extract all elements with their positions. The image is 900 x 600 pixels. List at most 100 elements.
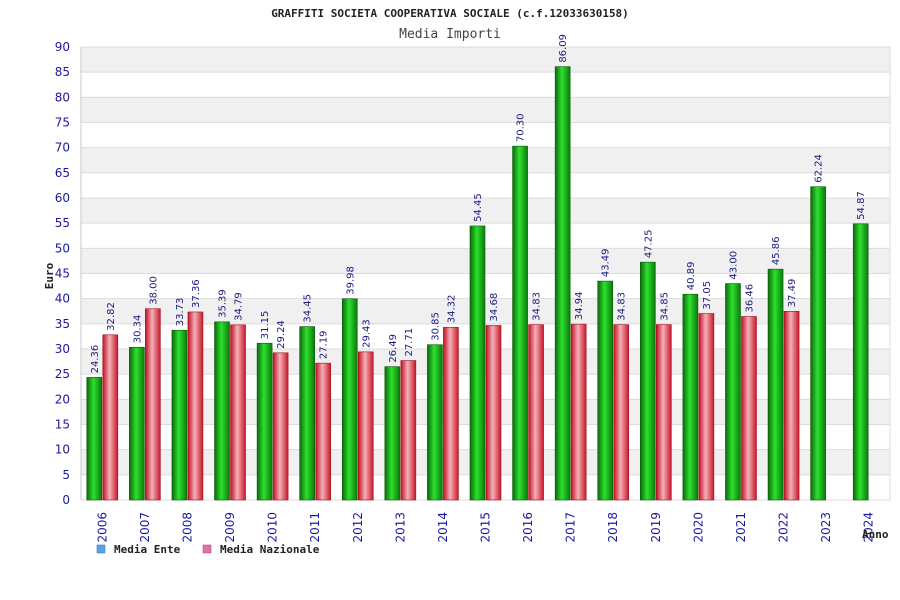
y-axis-label: Euro <box>43 262 56 289</box>
x-tick-label-2008: 2008 <box>180 512 194 543</box>
x-tick-label-2017: 2017 <box>564 512 578 543</box>
value-label-media-nazionale-2006: 32.82 <box>106 302 117 331</box>
y-tick-label: 10 <box>55 443 70 457</box>
value-label-media-ente-2011: 34.45 <box>303 294 314 323</box>
bar-media-nazionale-2015 <box>485 325 502 501</box>
bar-media-ente-2012 <box>341 298 358 501</box>
bar-media-ente-2021 <box>725 283 741 501</box>
bar-media-nazionale-2013 <box>400 360 417 501</box>
value-label-media-ente-2017: 86.09 <box>558 34 569 63</box>
value-label-media-ente-2018: 43.49 <box>601 248 612 277</box>
bar-media-ente-2006 <box>86 377 103 501</box>
bar-media-nazionale-2017 <box>570 323 587 501</box>
bar-media-ente-2013 <box>384 366 401 501</box>
bar-media-ente-2014 <box>427 344 443 501</box>
value-labels: 24.36 32.82 30.34 38.00 33.73 37.36 35.39 34.79… <box>90 34 867 373</box>
legend-label-media-nazionale: Media Nazionale <box>220 543 320 556</box>
value-label-media-nazionale-2017: 34.94 <box>574 291 585 320</box>
value-label-media-ente-2008: 33.73 <box>175 298 186 327</box>
value-label-media-nazionale-2014: 34.32 <box>446 295 457 324</box>
legend-swatch-media-nazionale <box>202 544 212 554</box>
value-label-media-ente-2007: 30.34 <box>132 315 143 344</box>
x-tick-label-2022: 2022 <box>777 512 791 543</box>
y-tick-label: 35 <box>55 317 70 331</box>
value-label-media-ente-2023: 62.24 <box>814 154 825 183</box>
chart-subtitle: Media Importi <box>399 27 501 42</box>
y-tick-label: 80 <box>55 90 70 104</box>
value-label-media-ente-2022: 45.86 <box>771 237 782 266</box>
x-tick-label-2007: 2007 <box>138 512 152 543</box>
x-tick-label-2016: 2016 <box>521 512 535 543</box>
bar-media-nazionale-2011 <box>315 362 331 501</box>
value-label-media-ente-2019: 47.25 <box>643 230 654 259</box>
value-label-media-nazionale-2021: 36.46 <box>744 284 755 313</box>
x-tick-label-2012: 2012 <box>351 512 365 543</box>
value-label-media-nazionale-2010: 29.24 <box>276 320 287 349</box>
x-tick-label-2011: 2011 <box>308 512 322 543</box>
bar-media-nazionale-2008 <box>187 311 204 501</box>
value-label-media-nazionale-2022: 37.49 <box>787 279 798 308</box>
grid-band <box>81 47 890 73</box>
x-tick-label-2020: 2020 <box>691 512 705 543</box>
bar-media-ente-2020 <box>682 293 699 501</box>
bar-media-nazionale-2022 <box>783 311 800 501</box>
bar-media-ente-2016 <box>512 145 528 501</box>
value-label-media-ente-2021: 43.00 <box>728 251 739 280</box>
bar-media-nazionale-2018 <box>613 324 630 501</box>
bar-media-ente-2023 <box>810 186 826 501</box>
x-tick-label-2024: 2024 <box>862 512 876 543</box>
value-label-media-ente-2015: 54.45 <box>473 193 484 222</box>
grid-band <box>81 97 890 123</box>
bar-media-nazionale-2007 <box>145 308 161 501</box>
value-label-media-nazionale-2012: 29.43 <box>361 319 372 348</box>
value-label-media-nazionale-2011: 27.19 <box>319 331 330 360</box>
bar-media-nazionale-2019 <box>656 324 672 501</box>
x-tick-label-2019: 2019 <box>649 512 663 543</box>
y-tick-label: 20 <box>55 392 70 406</box>
y-tick-label: 55 <box>55 216 70 230</box>
y-tick-label: 25 <box>55 367 70 381</box>
x-tick-label-2018: 2018 <box>606 512 620 543</box>
bar-media-ente-2018 <box>597 280 614 501</box>
value-label-media-nazionale-2018: 34.83 <box>617 292 628 321</box>
bar-media-nazionale-2021 <box>741 316 757 501</box>
x-tick-label-2015: 2015 <box>479 512 493 543</box>
bar-media-nazionale-2009 <box>230 324 246 501</box>
y-tick-label: 65 <box>55 166 70 180</box>
x-axis-label: Anno <box>862 528 889 541</box>
x-tick-label-2014: 2014 <box>436 512 450 543</box>
bar-media-nazionale-2014 <box>443 326 459 501</box>
bar-media-ente-2022 <box>767 268 784 501</box>
chart-title: GRAFFITI SOCIETA COOPERATIVA SOCIALE (c.… <box>271 7 629 20</box>
value-label-media-ente-2013: 26.49 <box>388 334 399 363</box>
y-tick-label: 75 <box>55 116 70 130</box>
value-label-media-nazionale-2008: 37.36 <box>191 279 202 308</box>
bar-media-nazionale-2010 <box>272 352 289 501</box>
x-tick-label-2023: 2023 <box>819 512 833 543</box>
y-tick-label: 15 <box>55 418 70 432</box>
bar-media-ente-2008 <box>171 329 188 501</box>
y-tick-label: 45 <box>55 267 70 281</box>
legend: Media Ente Media Nazionale <box>96 543 320 556</box>
value-label-media-nazionale-2009: 34.79 <box>234 292 245 321</box>
grid-band <box>81 198 890 224</box>
x-axis-ticks: 2006 2007 2008 2009 2010 2011 2012 2013 2014 2015… <box>95 512 875 543</box>
y-tick-label: 85 <box>55 65 70 79</box>
value-label-media-nazionale-2015: 34.68 <box>489 293 500 322</box>
y-tick-label: 50 <box>55 241 70 255</box>
bar-media-nazionale-2012 <box>357 351 374 501</box>
bar-media-ente-2015 <box>469 225 486 501</box>
value-label-media-ente-2016: 70.30 <box>516 114 527 143</box>
x-tick-label-2010: 2010 <box>266 512 280 543</box>
value-label-media-ente-2006: 24.36 <box>90 345 101 374</box>
y-tick-label: 5 <box>62 468 70 482</box>
x-tick-label-2021: 2021 <box>734 512 748 543</box>
bar-media-ente-2009 <box>214 321 230 501</box>
bar-media-ente-2017 <box>554 66 571 501</box>
y-axis-ticks: 0 5 10 15 20 25 30 35 40 45 50 55 60 65 70 75 80 85 90 <box>55 40 70 507</box>
grid-band <box>81 147 890 173</box>
y-tick-label: 90 <box>55 40 70 54</box>
bars <box>86 66 869 501</box>
y-tick-label: 0 <box>62 493 70 507</box>
y-tick-label: 60 <box>55 191 70 205</box>
